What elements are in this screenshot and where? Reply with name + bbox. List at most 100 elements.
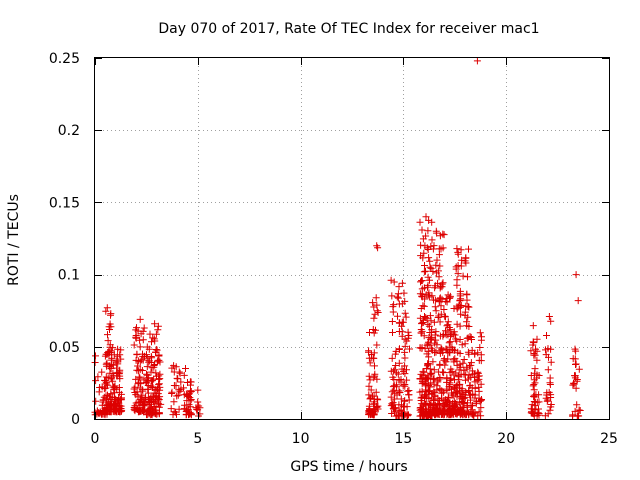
data-point [152,394,160,402]
data-point [94,373,102,381]
data-point [167,405,175,413]
data-point [424,281,432,289]
data-point [457,295,465,303]
data-point [398,322,406,330]
data-point [433,386,441,394]
data-point [416,344,424,352]
data-point [544,366,552,374]
data-point [389,401,396,409]
data-point [366,376,374,384]
data-point [153,358,161,366]
data-point [114,357,122,365]
data-point [144,407,152,415]
data-point [572,271,580,279]
data-point [466,381,474,389]
data-point [421,262,428,269]
data-point [464,273,471,281]
data-point [180,371,188,379]
data-point [443,298,451,306]
y-tick-label: 0 [71,412,80,428]
data-point [427,264,435,272]
data-point [471,350,479,358]
data-point [529,322,537,330]
y-tick-label: 0.2 [58,123,80,139]
data-point [102,377,110,385]
x-tick-label: 15 [394,431,412,447]
data-point [102,360,110,368]
data-point [180,384,187,392]
data-point [102,307,110,315]
data-point [445,339,453,347]
data-point [432,261,440,269]
data-point [424,412,432,420]
data-point [149,383,157,391]
data-point [436,385,444,393]
data-point [450,358,458,366]
data-point [457,246,465,254]
data-point [115,394,123,402]
data-point [133,350,141,358]
data-point [406,345,413,353]
data-point [368,354,376,362]
data-point [535,391,543,399]
data-point [431,303,439,311]
data-point [426,371,434,379]
data-point [397,378,405,386]
data-point [452,388,460,396]
data-point [442,313,449,321]
data-point [424,340,432,348]
data-point [134,380,142,388]
data-point [150,362,158,369]
data-point [394,412,402,420]
data-point [433,256,441,264]
data-point [426,383,434,391]
data-point [154,322,162,330]
data-point [391,366,399,374]
data-point [456,380,464,388]
data-point [451,331,459,339]
data-point [454,270,462,278]
data-point [370,303,378,311]
data-point [145,358,153,366]
data-point [428,218,436,226]
data-point [395,328,403,335]
data-point [392,362,400,369]
data-point [388,292,396,300]
data-point [403,366,410,374]
data-point [454,250,462,258]
data-point [405,391,413,399]
data-point [466,391,474,399]
data-point [416,375,424,382]
data-point [426,263,434,271]
data-point [176,387,184,395]
data-point [98,368,106,376]
data-point [113,364,121,372]
data-point [570,379,577,387]
data-point [395,300,403,308]
y-tick-labels: 0 0.05 0.1 0.15 0.2 0.25 [49,51,80,428]
data-point [441,403,449,411]
data-point [104,331,111,339]
data-point [391,395,399,403]
data-point [575,406,583,414]
data-point [436,295,444,303]
data-point [149,334,157,342]
data-point [444,321,452,329]
data-point [422,213,430,221]
data-point [477,404,485,412]
data-point [182,365,189,372]
data-point [434,279,442,287]
data-point [373,242,381,250]
data-point [455,301,463,309]
data-point [143,363,151,371]
data-point [424,227,432,235]
data-point [372,388,380,396]
data-point [151,320,159,328]
data-point [102,384,110,392]
data-point [461,371,469,379]
data-point [388,318,396,325]
data-point [403,376,411,384]
data-point [571,407,579,415]
data-point [571,355,579,363]
